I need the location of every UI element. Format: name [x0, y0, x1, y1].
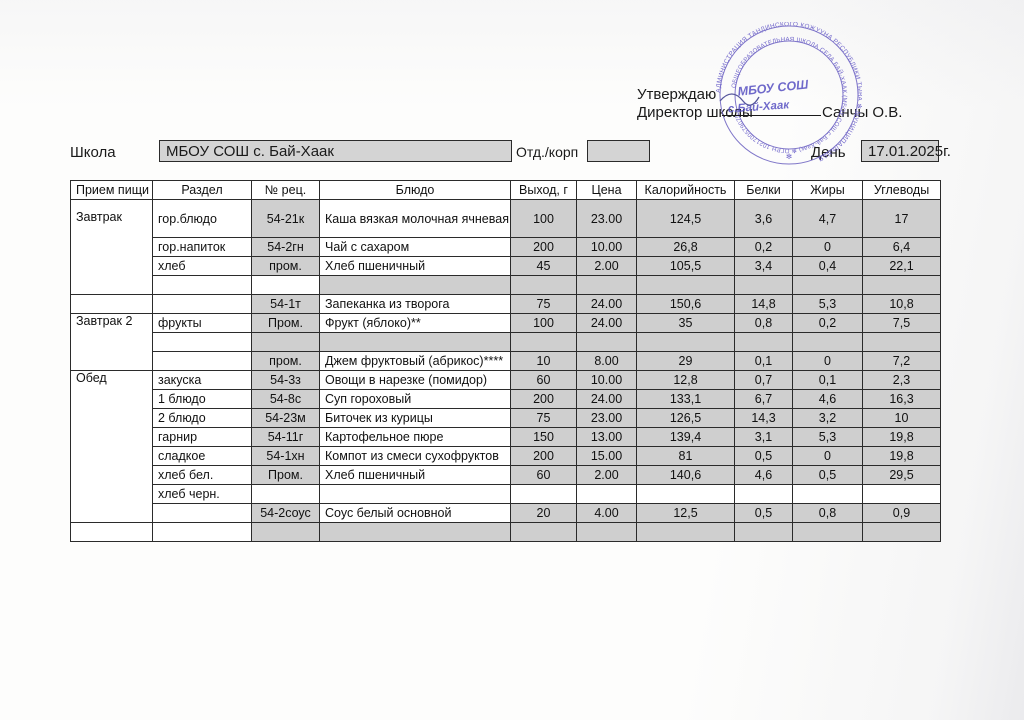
- svg-text:✻: ✻: [786, 152, 793, 161]
- svg-text:с.Бай-Хаак: с.Бай-Хаак: [728, 99, 791, 115]
- svg-text:МБОУ СОШ: МБОУ СОШ: [737, 77, 810, 98]
